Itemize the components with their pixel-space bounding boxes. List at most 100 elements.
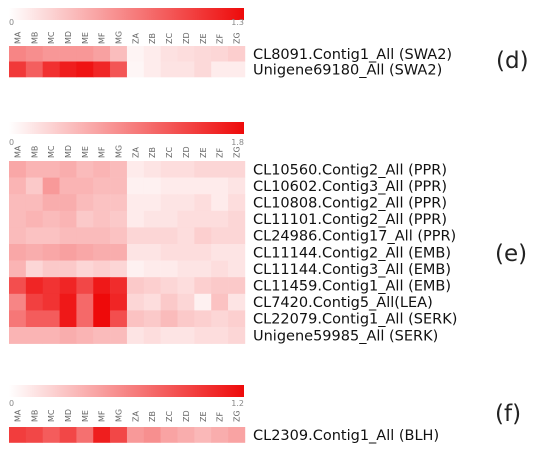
heatmap-cell xyxy=(76,194,94,212)
heatmap-cell xyxy=(194,293,212,311)
heatmap-cell xyxy=(9,177,27,195)
heatmap-cell xyxy=(25,177,43,195)
heatmap-cell xyxy=(211,327,229,344)
heatmap-cell xyxy=(110,293,128,311)
heatmap-cell xyxy=(93,277,111,295)
heatmap-cell xyxy=(110,427,128,443)
heatmap-cell xyxy=(143,61,161,78)
column-label: ZF xyxy=(216,412,225,422)
scale-min-label: 0 xyxy=(9,18,14,27)
heatmap-cell xyxy=(76,260,94,278)
heatmap-cell xyxy=(9,61,27,78)
row-label: CL11459.Contig1_All (EMB) xyxy=(253,279,451,295)
heatmap-cell xyxy=(93,327,111,344)
heatmap-cell xyxy=(25,260,43,278)
heatmap-cell xyxy=(93,46,111,62)
heatmap-cell xyxy=(177,61,195,78)
color-scale-bar xyxy=(9,122,244,134)
heatmap-cell xyxy=(160,46,178,62)
heatmap-cell xyxy=(42,310,60,328)
column-label: MA xyxy=(13,409,22,422)
heatmap-cell xyxy=(228,327,246,344)
heatmap-cell xyxy=(59,227,77,245)
heatmap-cell xyxy=(110,277,128,295)
heatmap-cell xyxy=(228,210,246,228)
column-label: ZA xyxy=(131,33,140,44)
heatmap-cell xyxy=(42,61,60,78)
column-label: MC xyxy=(47,409,56,422)
heatmap-cell xyxy=(143,227,161,245)
column-label: ZF xyxy=(216,148,225,158)
column-label: ZC xyxy=(165,411,174,422)
heatmap-cell xyxy=(143,277,161,295)
heatmap-cell xyxy=(76,293,94,311)
heatmap-cell xyxy=(93,427,111,443)
heatmap-cell xyxy=(126,194,145,212)
scale-max-label: 1.2 xyxy=(231,399,244,408)
heatmap-cell xyxy=(25,161,43,178)
color-scale-bar xyxy=(9,8,244,20)
heatmap-cell xyxy=(143,260,161,278)
heatmap-cell xyxy=(42,46,60,62)
heatmap-cell xyxy=(143,293,161,311)
heatmap-cell xyxy=(194,260,212,278)
heatmap-cell xyxy=(25,244,43,261)
heatmap-cell xyxy=(160,210,178,228)
heatmap-cell xyxy=(194,244,212,261)
heatmap-cell xyxy=(59,244,77,261)
column-label: MF xyxy=(98,32,107,44)
heatmap-cell xyxy=(211,427,229,443)
scale-max-label: 1.3 xyxy=(231,18,244,27)
heatmap-cell xyxy=(42,161,60,178)
heatmap-cell xyxy=(143,427,161,443)
heatmap-cell xyxy=(76,46,94,62)
row-label: CL24986.Contig17_All (PPR) xyxy=(253,229,456,245)
heatmap-cell xyxy=(76,61,94,78)
heatmap-cell xyxy=(160,260,178,278)
heatmap-cell xyxy=(177,210,195,228)
heatmap-cell xyxy=(76,161,94,178)
heatmap-cell xyxy=(177,177,195,195)
row-label: CL8091.Contig1_All (SWA2) xyxy=(253,47,452,63)
heatmap-cell xyxy=(194,427,212,443)
row-label: CL11101.Contig2_All (PPR) xyxy=(253,212,447,228)
heatmap-cell xyxy=(228,293,246,311)
heatmap-cell xyxy=(42,293,60,311)
heatmap-cell xyxy=(194,161,212,178)
row-label: Unigene59985_All (SERK) xyxy=(253,328,438,344)
heatmap-cell xyxy=(76,210,94,228)
scale-min-label: 0 xyxy=(9,399,14,408)
heatmap-cell xyxy=(194,46,212,62)
column-label: MB xyxy=(30,32,39,44)
heatmap-panel-1: 0 1.3 MA MB MC MD ME MF MG ZA ZB ZC ZD ZE ZF ZG CL8091.C… xyxy=(9,8,529,78)
heatmap-cell xyxy=(93,227,111,245)
row-label: CL10808.Contig2_All (PPR) xyxy=(253,196,447,212)
heatmap-cell xyxy=(194,210,212,228)
column-label: ZA xyxy=(131,147,140,158)
column-label: MF xyxy=(98,146,107,158)
heatmap-cell xyxy=(228,227,246,245)
heatmap-cell xyxy=(194,327,212,344)
heatmap-cell xyxy=(177,310,195,328)
column-label: ZE xyxy=(199,147,208,158)
heatmap-cell xyxy=(228,260,246,278)
heatmap-cell xyxy=(110,227,128,245)
heatmap-cell xyxy=(42,227,60,245)
heatmap-cell xyxy=(9,427,27,443)
heatmap-cell xyxy=(93,210,111,228)
heatmap-cell xyxy=(110,310,128,328)
column-label: ME xyxy=(81,32,90,44)
scale-min-label: 0 xyxy=(9,138,14,147)
column-label: MA xyxy=(13,145,22,158)
heatmap-cell xyxy=(93,293,111,311)
column-label: ZC xyxy=(165,33,174,44)
heatmap-cell xyxy=(126,244,145,261)
column-label: ME xyxy=(81,146,90,158)
column-label: ZE xyxy=(199,411,208,422)
heatmap-cell xyxy=(194,310,212,328)
heatmap-cell xyxy=(177,427,195,443)
heatmap-cell xyxy=(110,46,128,62)
heatmap-cell xyxy=(110,210,128,228)
heatmap-panel-2: 0 1.8 MA MB MC MD ME MF MG ZA ZB ZC ZD ZE ZF ZG CL10560.… xyxy=(9,122,527,344)
